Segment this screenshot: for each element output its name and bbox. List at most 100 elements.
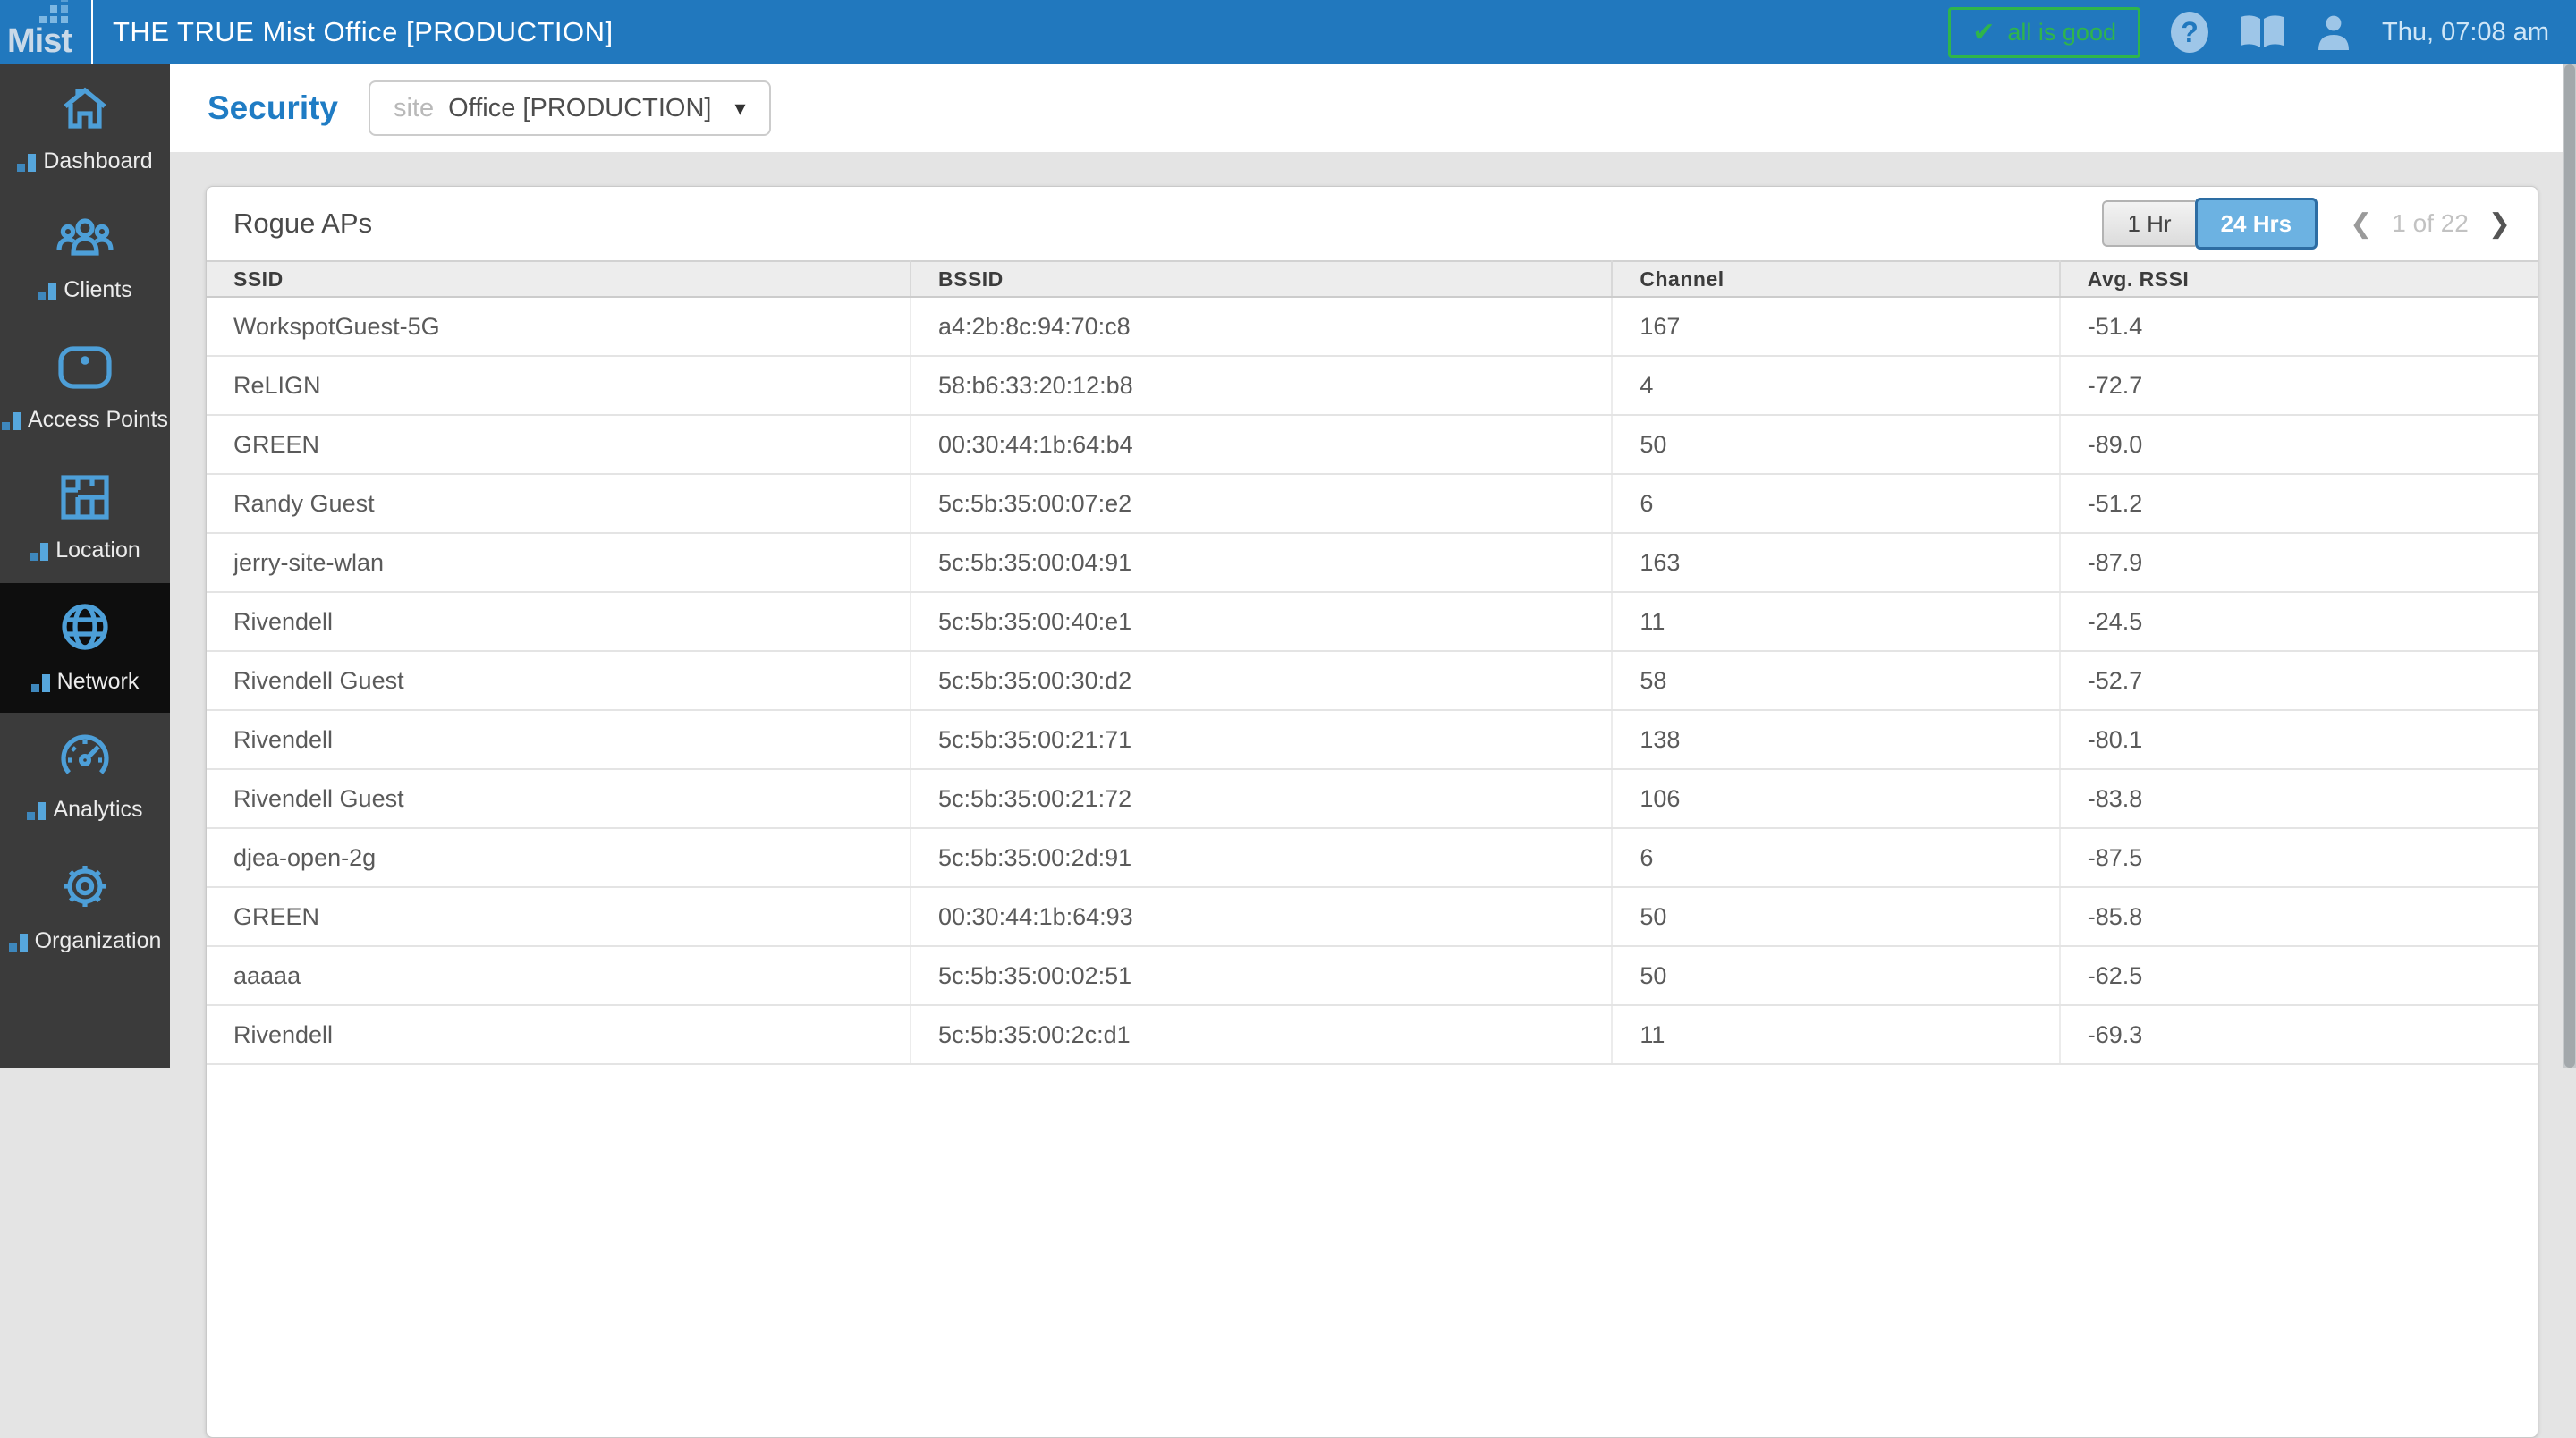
mist-logo[interactable]: Mist [0,0,91,64]
pagination: ❮ 1 of 22 ❯ [2350,208,2511,240]
bssid-cell: a4:2b:8c:94:70:c8 [911,297,1612,356]
channel-cell: 6 [1612,474,2059,533]
ssid-cell: jerry-site-wlan [207,533,911,592]
sidebar-item-label: Location [55,537,140,563]
channel-cell: 106 [1612,769,2059,828]
channel-cell: 4 [1612,356,2059,415]
help-icon[interactable]: ? [2171,12,2208,53]
channel-cell: 11 [1612,592,2059,651]
table-row[interactable]: Rivendell Guest 5c:5b:35:00:30:d2 58 -52… [207,651,2538,710]
rogue-aps-tbody: WorkspotGuest-5G a4:2b:8c:94:70:c8 167 -… [207,297,2538,1064]
floorplan-icon [60,474,110,525]
table-row[interactable]: Randy Guest 5c:5b:35:00:07:e2 6 -51.2 [207,474,2538,533]
page-indicator: 1 of 22 [2392,209,2469,238]
sidebar-item-label: Clients [64,277,131,303]
ssid-cell: Rivendell [207,592,911,651]
sidebar-item-organization[interactable]: Organization [0,842,170,972]
channel-cell: 11 [1612,1005,2059,1064]
table-row[interactable]: Rivendell 5c:5b:35:00:21:71 138 -80.1 [207,710,2538,769]
sidebar-item-clients[interactable]: Clients [0,194,170,324]
label-bullet-icon [9,934,28,952]
toggle-1hr-button[interactable]: 1 Hr [2102,200,2194,247]
table-row[interactable]: ReLIGN 58:b6:33:20:12:b8 4 -72.7 [207,356,2538,415]
label-bullet-icon [2,412,21,430]
sidebar-item-label: Access Points [28,407,168,433]
table-row[interactable]: GREEN 00:30:44:1b:64:93 50 -85.8 [207,887,2538,946]
sidebar-item-label: Network [57,669,140,695]
rssi-cell: -89.0 [2060,415,2538,474]
table-row[interactable]: Rivendell Guest 5c:5b:35:00:21:72 106 -8… [207,769,2538,828]
sidebar-item-label: Dashboard [43,148,152,174]
bssid-cell: 5c:5b:35:00:2c:d1 [911,1005,1612,1064]
access-point-icon [57,345,113,394]
sidebar-item-dashboard[interactable]: Dashboard [0,64,170,194]
bssid-cell: 5c:5b:35:00:07:e2 [911,474,1612,533]
sidebar-item-network[interactable]: Network [0,583,170,713]
label-bullet-icon [30,543,48,561]
bssid-cell: 5c:5b:35:00:21:71 [911,710,1612,769]
rssi-cell: -80.1 [2060,710,2538,769]
ssid-cell: Rivendell Guest [207,651,911,710]
bssid-cell: 5c:5b:35:00:21:72 [911,769,1612,828]
topbar-right: ✔ all is good ? Thu, 07:08 am [1948,7,2576,58]
ssid-cell: Rivendell [207,1005,911,1064]
vertical-scrollbar[interactable] [2563,64,2576,1068]
site-selector-label: site [394,94,434,123]
table-row[interactable]: Rivendell 5c:5b:35:00:2c:d1 11 -69.3 [207,1005,2538,1064]
ssid-cell: GREEN [207,415,911,474]
ssid-cell: WorkspotGuest-5G [207,297,911,356]
check-icon: ✔ [1972,17,1995,48]
rssi-cell: -51.4 [2060,297,2538,356]
table-row[interactable]: aaaaa 5c:5b:35:00:02:51 50 -62.5 [207,946,2538,1005]
bssid-cell: 58:b6:33:20:12:b8 [911,356,1612,415]
toggle-24hrs-button[interactable]: 24 Hrs [2195,198,2318,250]
label-bullet-icon [27,802,46,820]
home-icon [60,85,110,136]
ssid-cell: djea-open-2g [207,828,911,887]
logo-dot [39,16,47,23]
sidebar-item-analytics[interactable]: Analytics [0,713,170,842]
account-icon[interactable] [2316,13,2351,52]
sidebar-item-location[interactable]: Location [0,453,170,583]
table-row[interactable]: jerry-site-wlan 5c:5b:35:00:04:91 163 -8… [207,533,2538,592]
logo-dot [61,16,68,23]
ssid-cell: Rivendell [207,710,911,769]
table-row[interactable]: Rivendell 5c:5b:35:00:40:e1 11 -24.5 [207,592,2538,651]
scrollbar-thumb[interactable] [2564,64,2575,1068]
gauge-icon [59,733,111,784]
table-row[interactable]: WorkspotGuest-5G a4:2b:8c:94:70:c8 167 -… [207,297,2538,356]
ssid-cell: Rivendell Guest [207,769,911,828]
site-selector[interactable]: site Office [PRODUCTION] ▾ [369,80,771,136]
time-range-toggle: 1 Hr 24 Hrs [2102,198,2318,250]
chevron-left-icon[interactable]: ❮ [2350,208,2372,240]
rssi-cell: -83.8 [2060,769,2538,828]
bssid-cell: 5c:5b:35:00:40:e1 [911,592,1612,651]
logo-dot [61,5,68,13]
logo-dot [50,5,57,13]
topbar-divider [91,0,93,64]
channel-cell: 6 [1612,828,2059,887]
card-controls: 1 Hr 24 Hrs ❮ 1 of 22 ❯ [2102,198,2511,250]
channel-cell: 50 [1612,946,2059,1005]
rssi-cell: -72.7 [2060,356,2538,415]
column-header-avg-rssi[interactable]: Avg. RSSI [2060,261,2538,297]
content-area: Rogue APs 1 Hr 24 Hrs ❮ 1 of 22 ❯ SSID [170,152,2563,1068]
chevron-right-icon[interactable]: ❯ [2488,208,2511,240]
docs-book-icon[interactable] [2239,13,2285,51]
ssid-cell: ReLIGN [207,356,911,415]
table-row[interactable]: djea-open-2g 5c:5b:35:00:2d:91 6 -87.5 [207,828,2538,887]
column-header-channel[interactable]: Channel [1612,261,2059,297]
column-header-bssid[interactable]: BSSID [911,261,1612,297]
rogue-aps-table: SSID BSSID Channel Avg. RSSI WorkspotGue… [207,260,2538,1065]
rssi-cell: -52.7 [2060,651,2538,710]
table-row[interactable]: GREEN 00:30:44:1b:64:b4 50 -89.0 [207,415,2538,474]
status-badge-label: all is good [2007,19,2116,47]
sidebar-item-access-points[interactable]: Access Points [0,324,170,453]
status-badge[interactable]: ✔ all is good [1948,7,2140,58]
rogue-aps-title: Rogue APs [233,207,2102,240]
rssi-cell: -69.3 [2060,1005,2538,1064]
rssi-cell: -51.2 [2060,474,2538,533]
bssid-cell: 00:30:44:1b:64:b4 [911,415,1612,474]
page-header: Security site Office [PRODUCTION] ▾ [170,64,2563,152]
column-header-ssid[interactable]: SSID [207,261,911,297]
